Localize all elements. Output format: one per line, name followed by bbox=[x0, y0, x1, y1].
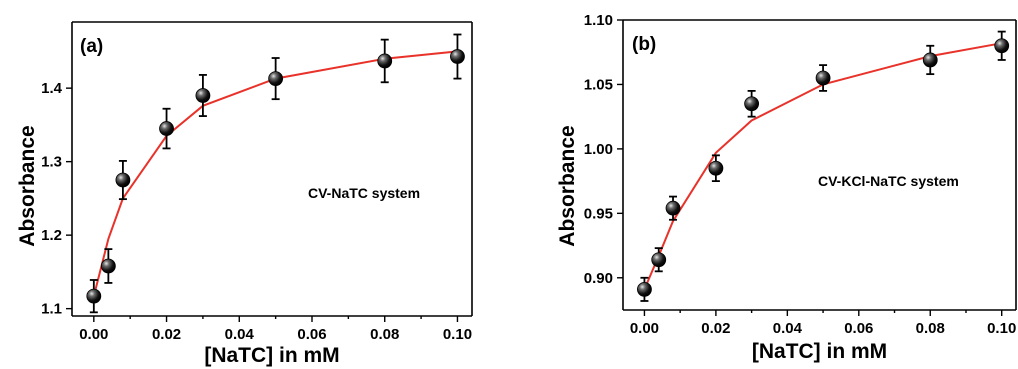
x-axis-title: [NaTC] in mM bbox=[204, 344, 339, 367]
annotation-text: CV-NaTC system bbox=[308, 185, 420, 201]
y-tick-label: 0.95 bbox=[584, 205, 613, 222]
y-tick-label: 1.4 bbox=[41, 80, 63, 97]
data-point bbox=[637, 281, 652, 297]
x-tick-label: 0.02 bbox=[701, 320, 730, 337]
x-axis-title: [NaTC] in mM bbox=[752, 340, 887, 363]
y-tick-label: 1.10 bbox=[584, 12, 613, 29]
data-point bbox=[744, 96, 760, 112]
data-point bbox=[450, 49, 465, 64]
fit-curve bbox=[643, 42, 1002, 290]
data-point bbox=[994, 38, 1010, 54]
x-tick-label: 0.00 bbox=[79, 326, 108, 343]
y-tick-label: 1.05 bbox=[584, 76, 613, 93]
x-tick-label: 0.04 bbox=[225, 326, 255, 343]
chart-panel-a: 0.00 0.02 0.04 0.06 0.08 0.10 1.1 1.2 1.3 1.4 [NaT… bbox=[16, 21, 473, 367]
fit-curve bbox=[92, 50, 458, 297]
x-tick-label: 0.08 bbox=[370, 326, 399, 343]
data-point bbox=[195, 88, 211, 103]
data-point bbox=[665, 200, 681, 216]
data-point bbox=[651, 252, 667, 268]
x-tick-label: 0.10 bbox=[987, 320, 1016, 337]
data-point bbox=[86, 288, 102, 304]
x-tick-label: 0.06 bbox=[297, 326, 326, 343]
x-tick-label: 0.04 bbox=[773, 320, 803, 337]
panel-label: (b) bbox=[632, 34, 656, 55]
chart-panel-b: 0.00 0.02 0.04 0.06 0.08 0.10 0.90 0.95 1.00 1.05… bbox=[556, 12, 1017, 363]
panel-label: (a) bbox=[80, 36, 103, 57]
data-point bbox=[159, 121, 174, 136]
y-tick-label: 1.00 bbox=[584, 141, 613, 158]
y-axis-title: Absorbance bbox=[16, 125, 39, 246]
data-point bbox=[100, 258, 116, 274]
y-tick-label: 1.1 bbox=[41, 301, 62, 318]
y-axis-title: Absorbance bbox=[556, 125, 579, 246]
data-point bbox=[922, 52, 938, 68]
y-tick-label: 1.3 bbox=[41, 154, 62, 171]
x-tick-label: 0.10 bbox=[443, 326, 472, 343]
data-point bbox=[708, 160, 724, 176]
data-point bbox=[115, 172, 131, 188]
y-tick-label: 0.90 bbox=[584, 270, 613, 287]
x-tick-label: 0.02 bbox=[152, 326, 181, 343]
x-tick-label: 0.00 bbox=[630, 320, 659, 337]
y-tick-label: 1.2 bbox=[41, 227, 62, 244]
data-point bbox=[377, 53, 393, 69]
data-point bbox=[268, 71, 284, 86]
x-tick-label: 0.08 bbox=[916, 320, 945, 337]
annotation-text: CV-KCl-NaTC system bbox=[818, 173, 959, 189]
x-tick-label: 0.06 bbox=[844, 320, 873, 337]
data-point bbox=[815, 70, 831, 86]
